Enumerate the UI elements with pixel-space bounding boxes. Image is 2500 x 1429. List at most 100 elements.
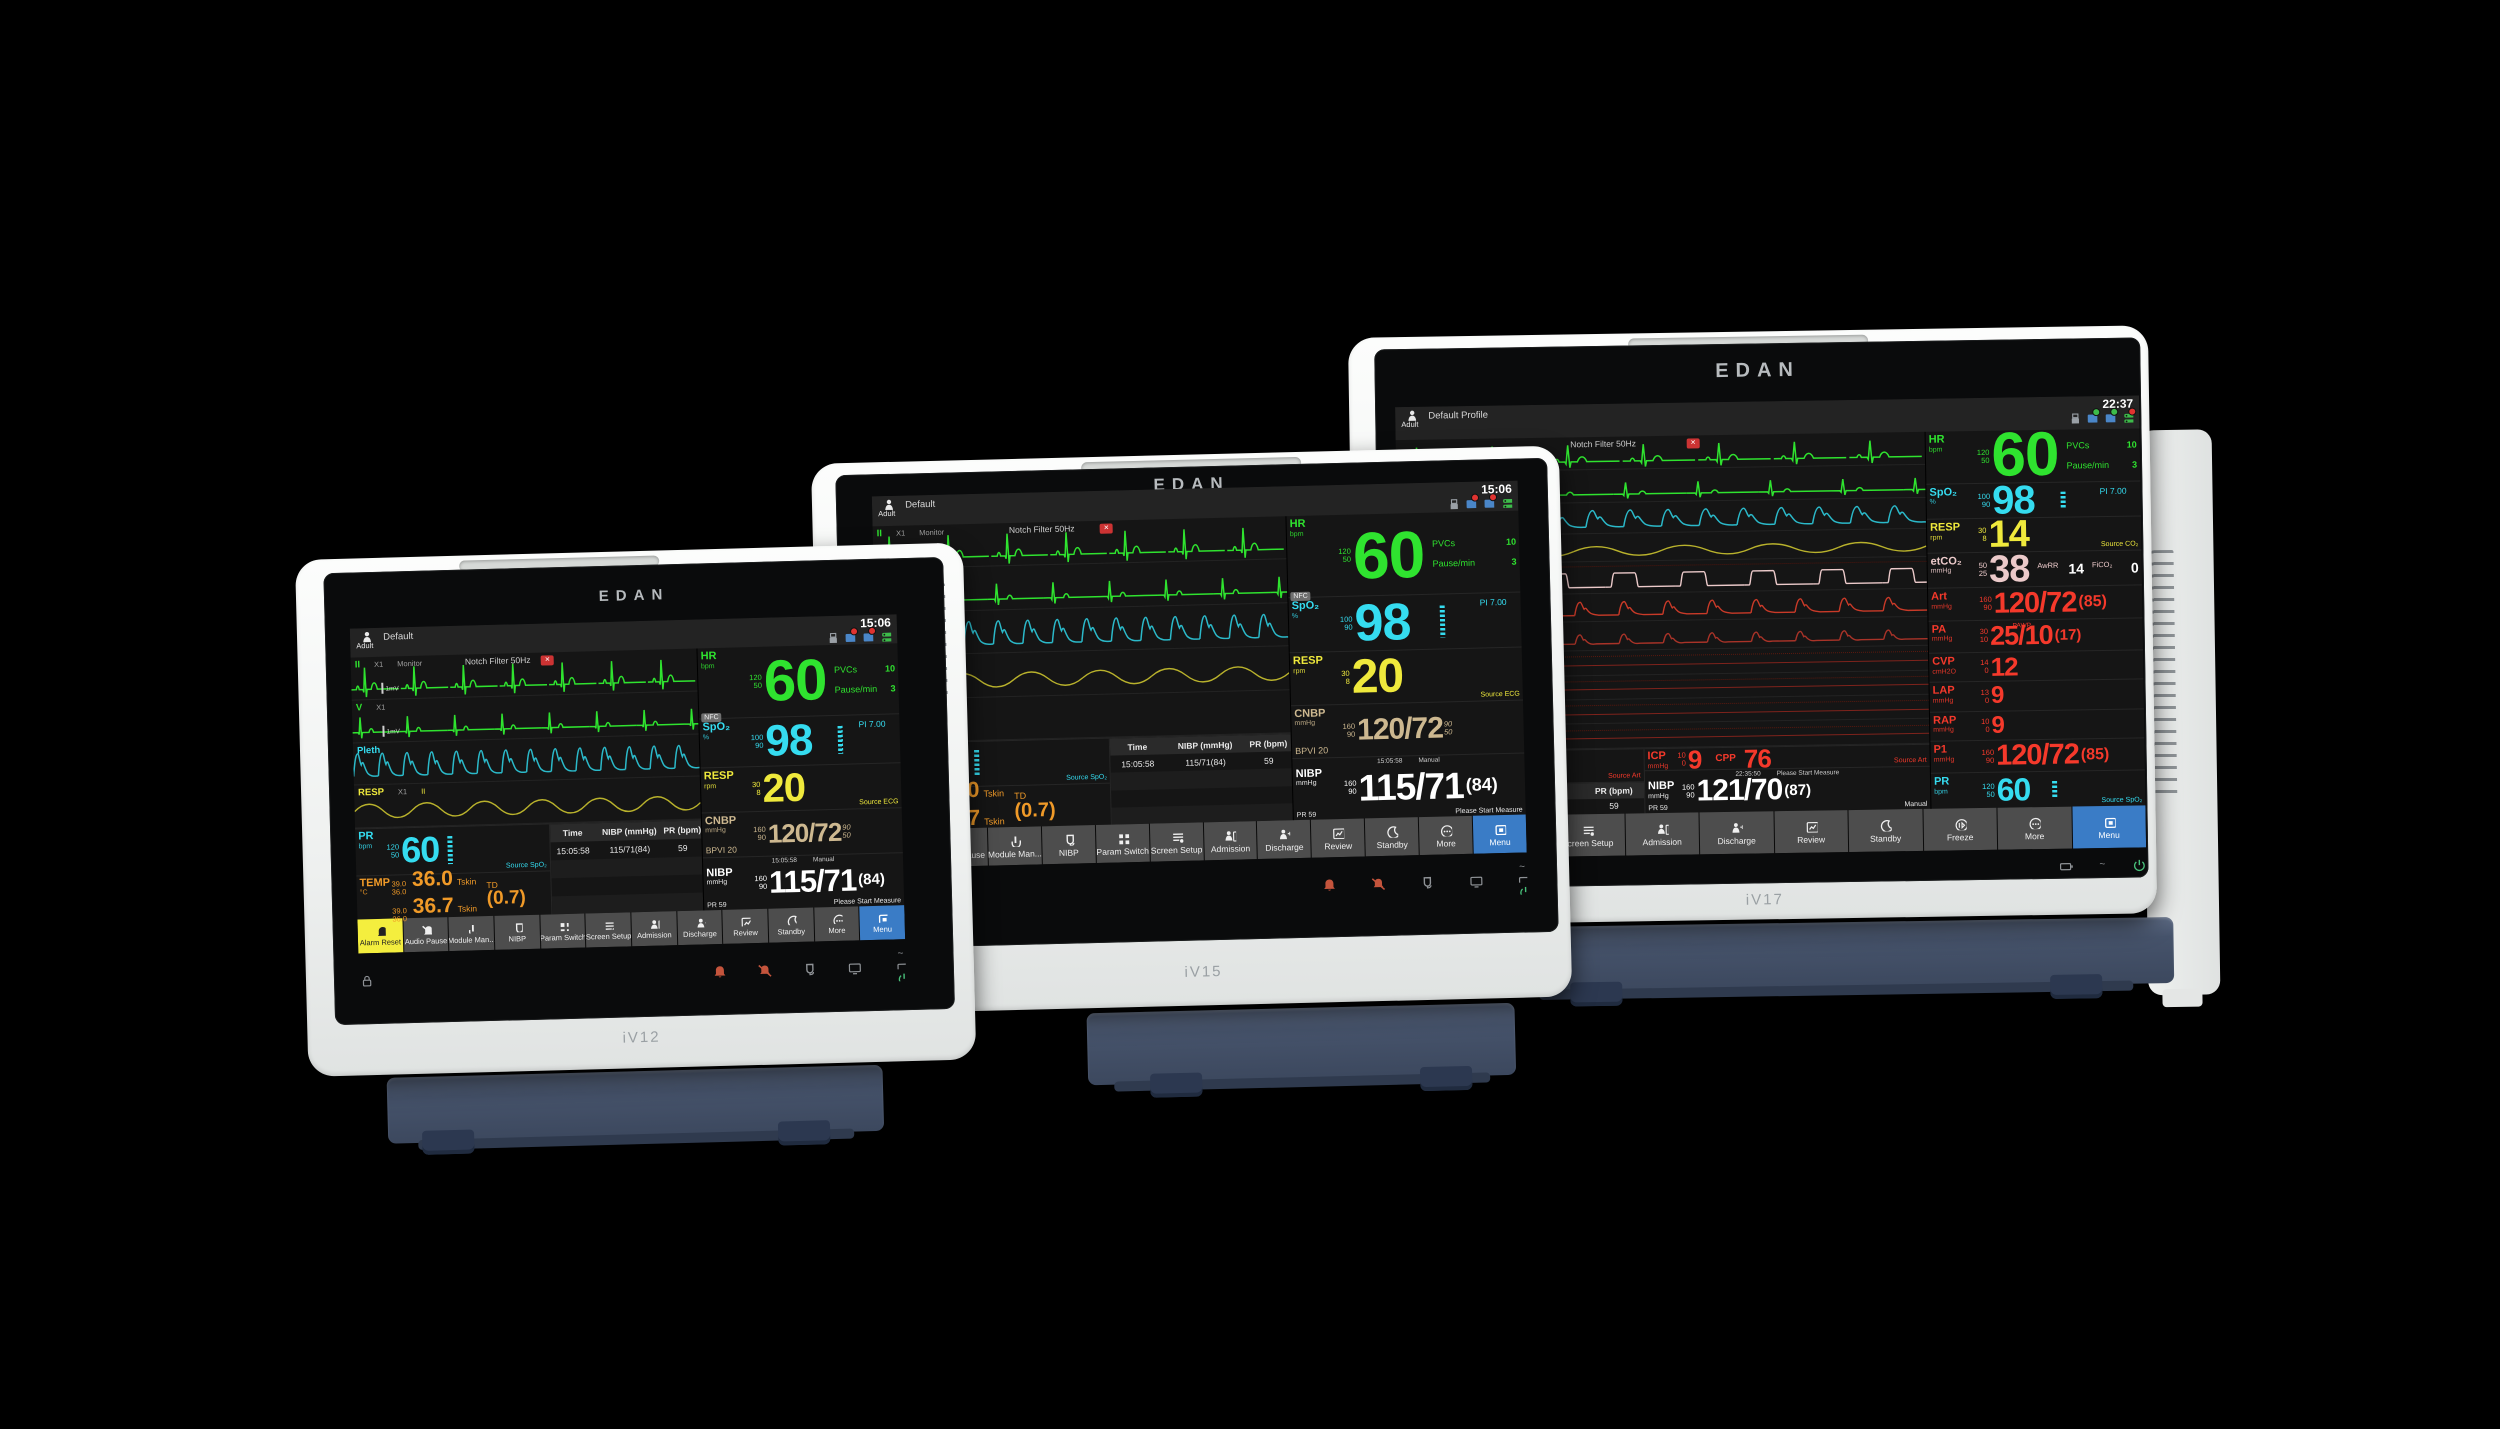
menu-button-review[interactable]: Review	[722, 908, 769, 944]
menu-button-discharge[interactable]: Discharge	[1699, 811, 1774, 855]
param-cnbp[interactable]: CNBP mmHg 160 90 120/72 90 50 BPVI 20	[701, 808, 903, 858]
battery-icon	[1500, 496, 1513, 509]
patient-type[interactable]: Adult	[1401, 409, 1419, 430]
menu-button-menu[interactable]: Menu	[2071, 805, 2147, 849]
battery-icon	[879, 629, 892, 642]
display-icon[interactable]	[1468, 873, 1483, 888]
param-spo2[interactable]: SpO₂% 100 90 98 PI 7.00	[1926, 478, 2141, 523]
lock-icon[interactable]	[359, 973, 374, 988]
ac-power-icon: ~	[1519, 861, 1526, 873]
param-hr[interactable]: HR bpm 120 50 60 PVCs 10 Pause/min 3	[1286, 510, 1521, 599]
alarm-icon[interactable]	[712, 963, 727, 978]
alarm-icon[interactable]	[1321, 877, 1336, 892]
param-resp[interactable]: RESP rpm 30 8 20 Source ECG	[1289, 647, 1523, 707]
param-hr[interactable]: HR bpm 120 50 60 PVCs 10 Pause/min 3	[1925, 420, 2141, 490]
power-icon[interactable]	[896, 971, 907, 982]
param-nibp[interactable]: 15:05:58 Manual NIBP mmHg 160 90 115/71 (84…	[1295, 756, 1523, 820]
param-nibp[interactable]: 15:05:58 Manual NIBP mmHg 160 90 115/71 (84…	[706, 855, 902, 910]
menu-button-screen-setup[interactable]: Screen Setup	[1149, 822, 1204, 862]
menu-button-review[interactable]: Review	[1311, 818, 1366, 858]
perfusion-gauge	[1440, 605, 1446, 638]
patient-type[interactable]: Adult	[878, 498, 896, 519]
audio-off-icon[interactable]	[1370, 875, 1386, 891]
menu-button-screen-setup[interactable]: Screen Setup	[585, 912, 632, 948]
power-icon[interactable]	[1517, 884, 1528, 895]
param-icp-cpp[interactable]: ICP mmHg 10 0 9 CPP 76 Source Art	[1647, 742, 1927, 775]
menu-button-admission[interactable]: Admission	[1203, 821, 1258, 861]
ac-power-icon: ~	[2099, 859, 2106, 871]
patient-type[interactable]: Adult	[356, 630, 374, 651]
nibp-start-icon[interactable]	[802, 961, 817, 976]
usb-icon	[2067, 411, 2080, 424]
param-value: 38	[1988, 548, 2030, 591]
param-art[interactable]: Art mmHg 160 90 120/72 (85)	[1928, 585, 2143, 622]
menu-button-menu[interactable]: Menu	[859, 905, 906, 941]
param-pa[interactable]: PA mmHg 30 10 PAWP 25/10 (17)	[1928, 618, 2144, 654]
brand-logo: EDAN	[598, 586, 670, 606]
nibp-list[interactable]: Time NIBP (mmHg) PR (bpm) 15:05:58 115/71(8…	[548, 820, 704, 915]
profile-name[interactable]: Default	[905, 498, 936, 511]
param-rap[interactable]: RAP mmHg 10 0 9	[1929, 709, 2145, 742]
remote-display-icon	[861, 626, 877, 643]
menu-button-admission[interactable]: Admission	[631, 911, 677, 947]
battery-icon	[897, 963, 906, 970]
status-icons	[2067, 407, 2137, 424]
brand-logo: EDAN	[1715, 358, 1801, 383]
menu-button-standby[interactable]: Standby	[768, 907, 814, 943]
side-foot	[2162, 988, 2203, 1008]
param-resp[interactable]: RESP rpm 30 8 14 Source CO₂	[1926, 513, 2142, 557]
sensor-alert-icon	[1686, 438, 1700, 449]
menu-button-standby[interactable]: Standby	[1848, 808, 1923, 853]
menu-button-standby[interactable]: Standby	[1365, 817, 1419, 857]
usb-icon	[825, 631, 838, 644]
menu-button-menu[interactable]: Menu	[1472, 814, 1527, 854]
param-hr[interactable]: HR bpm 120 50 60 PVCs 10 Pause/min 3	[697, 643, 900, 720]
sensor-alert-icon	[1099, 523, 1113, 534]
nibp-list[interactable]: Time NIBP (mmHg) PR (bpm) 15:05:58 115/71(8…	[1109, 734, 1293, 825]
profile-name[interactable]: Default Profile	[1428, 409, 1489, 422]
param-value: 60	[763, 647, 828, 715]
usb-icon	[1446, 497, 1459, 510]
menu-button-more[interactable]: More	[1997, 806, 2072, 850]
param-etco2[interactable]: etCO₂ mmHg 50 25 38 AwRR 14 FiCO₂ 0	[1927, 548, 2142, 591]
menu-button-discharge[interactable]: Discharge	[677, 909, 723, 946]
clock: 15:06	[859, 615, 892, 631]
param-cnbp[interactable]: CNBP mmHg 160 90 120/72 90 50 BPVI 20	[1291, 700, 1525, 759]
param-value: 98	[764, 715, 814, 767]
param-resp[interactable]: RESP rpm 30 8 20 Source ECG	[700, 763, 902, 814]
menu-button-review[interactable]: Review	[1773, 810, 1849, 854]
bezel-touch-keys: ~	[359, 948, 907, 998]
menu-button-discharge[interactable]: Discharge	[1257, 819, 1312, 860]
display-icon[interactable]	[847, 960, 862, 975]
power-icon[interactable]	[2131, 857, 2146, 872]
profile-name[interactable]: Default	[383, 630, 414, 643]
param-spo2[interactable]: NFC SpO₂% 100 90 98 PI 7.00	[699, 712, 901, 769]
param-value: 9	[1687, 744, 1702, 775]
param-p1[interactable]: P1 mmHg 160 90 120/72 (85)	[1930, 738, 2145, 775]
menu-button-nibp[interactable]: NIBP	[1041, 825, 1096, 865]
param-cvp[interactable]: CVP cmH2O 14 0 12	[1929, 650, 2144, 684]
menu-button-nibp[interactable]: NIBP	[494, 914, 540, 950]
screen-glass: EDAN Adult Default 15:06	[323, 557, 955, 1026]
param-lap[interactable]: LAP mmHg 13 0 9	[1929, 679, 2144, 713]
param-value: 121/70	[1696, 773, 1783, 808]
param-value: 120/72	[1993, 586, 2077, 620]
menu-button-freeze[interactable]: Freeze	[1922, 807, 1998, 851]
param-value: 60	[400, 828, 440, 871]
param-value: 14	[1988, 513, 2030, 557]
clock: 15:06	[1480, 481, 1512, 497]
menu-button-param-switch[interactable]: Param Switch	[540, 913, 586, 949]
audio-off-icon[interactable]	[757, 962, 772, 977]
param-spo2[interactable]: NFC SpO₂% 100 90 98 PI 7.00	[1288, 591, 1522, 654]
menu-button-more[interactable]: More	[1419, 815, 1473, 856]
sensor-alert-icon	[540, 655, 555, 666]
menu-button-more[interactable]: More	[813, 906, 860, 942]
nibp-start-icon[interactable]	[1419, 874, 1434, 889]
battery-icon	[2060, 862, 2074, 870]
menu-button-param-switch[interactable]: Param Switch	[1095, 823, 1150, 863]
menu-button-admission[interactable]: Admission	[1625, 812, 1700, 856]
param-value: 115/71	[768, 862, 857, 900]
